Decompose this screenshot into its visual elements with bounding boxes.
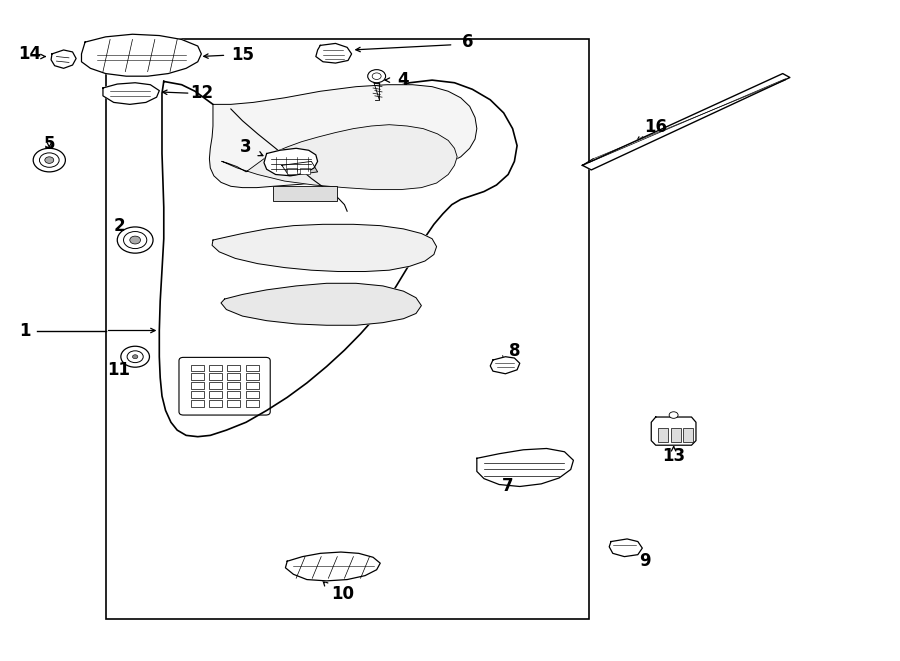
Bar xyxy=(228,401,240,407)
Text: 9: 9 xyxy=(639,552,651,570)
Circle shape xyxy=(368,69,385,83)
Circle shape xyxy=(33,148,66,172)
Text: 15: 15 xyxy=(231,46,254,64)
Bar xyxy=(191,383,203,389)
Text: 8: 8 xyxy=(508,342,520,360)
Bar xyxy=(246,401,258,407)
Circle shape xyxy=(373,73,381,79)
Bar xyxy=(209,401,222,407)
Bar xyxy=(246,391,258,398)
Polygon shape xyxy=(652,417,696,446)
Text: 3: 3 xyxy=(240,138,252,156)
Bar xyxy=(191,365,203,371)
Text: 4: 4 xyxy=(398,71,410,89)
Text: 14: 14 xyxy=(18,45,41,63)
Polygon shape xyxy=(285,552,380,581)
Polygon shape xyxy=(210,85,477,188)
Bar xyxy=(683,428,693,442)
Circle shape xyxy=(117,227,153,253)
Text: 7: 7 xyxy=(502,477,514,496)
Polygon shape xyxy=(477,448,573,486)
Bar xyxy=(246,365,258,371)
Circle shape xyxy=(132,355,138,359)
Polygon shape xyxy=(264,148,318,176)
Bar xyxy=(659,428,668,442)
Polygon shape xyxy=(159,80,518,437)
Bar xyxy=(228,365,240,371)
Polygon shape xyxy=(282,161,318,176)
Polygon shape xyxy=(491,357,520,373)
Bar xyxy=(209,383,222,389)
Circle shape xyxy=(45,157,54,163)
Circle shape xyxy=(669,412,678,418)
Polygon shape xyxy=(316,44,352,63)
Bar xyxy=(191,401,203,407)
Text: 16: 16 xyxy=(644,118,667,136)
Bar xyxy=(246,383,258,389)
Bar xyxy=(209,391,222,398)
Bar xyxy=(191,373,203,380)
Circle shape xyxy=(130,236,140,244)
Bar xyxy=(209,373,222,380)
Text: 12: 12 xyxy=(190,84,213,102)
Polygon shape xyxy=(609,539,643,557)
Circle shape xyxy=(40,153,59,167)
Polygon shape xyxy=(103,83,159,104)
Polygon shape xyxy=(221,284,421,325)
Text: 13: 13 xyxy=(662,447,685,465)
Polygon shape xyxy=(51,50,76,68)
Circle shape xyxy=(121,346,149,368)
Polygon shape xyxy=(82,34,202,76)
Bar xyxy=(228,373,240,380)
Text: 11: 11 xyxy=(108,361,130,379)
Bar xyxy=(228,391,240,398)
Text: 10: 10 xyxy=(331,585,355,603)
Bar xyxy=(209,365,222,371)
Bar xyxy=(670,428,680,442)
Bar xyxy=(228,383,240,389)
Polygon shape xyxy=(212,224,436,272)
Bar xyxy=(273,186,338,201)
Bar xyxy=(300,168,310,174)
Bar xyxy=(105,39,589,619)
Polygon shape xyxy=(582,73,790,170)
Text: 5: 5 xyxy=(43,135,55,153)
Bar xyxy=(191,391,203,398)
Circle shape xyxy=(127,351,143,363)
Text: 1: 1 xyxy=(20,321,31,340)
Bar xyxy=(287,168,297,174)
Bar xyxy=(246,373,258,380)
Text: 6: 6 xyxy=(462,33,473,51)
Text: 2: 2 xyxy=(113,217,125,235)
Polygon shape xyxy=(222,125,457,190)
Circle shape xyxy=(123,231,147,249)
